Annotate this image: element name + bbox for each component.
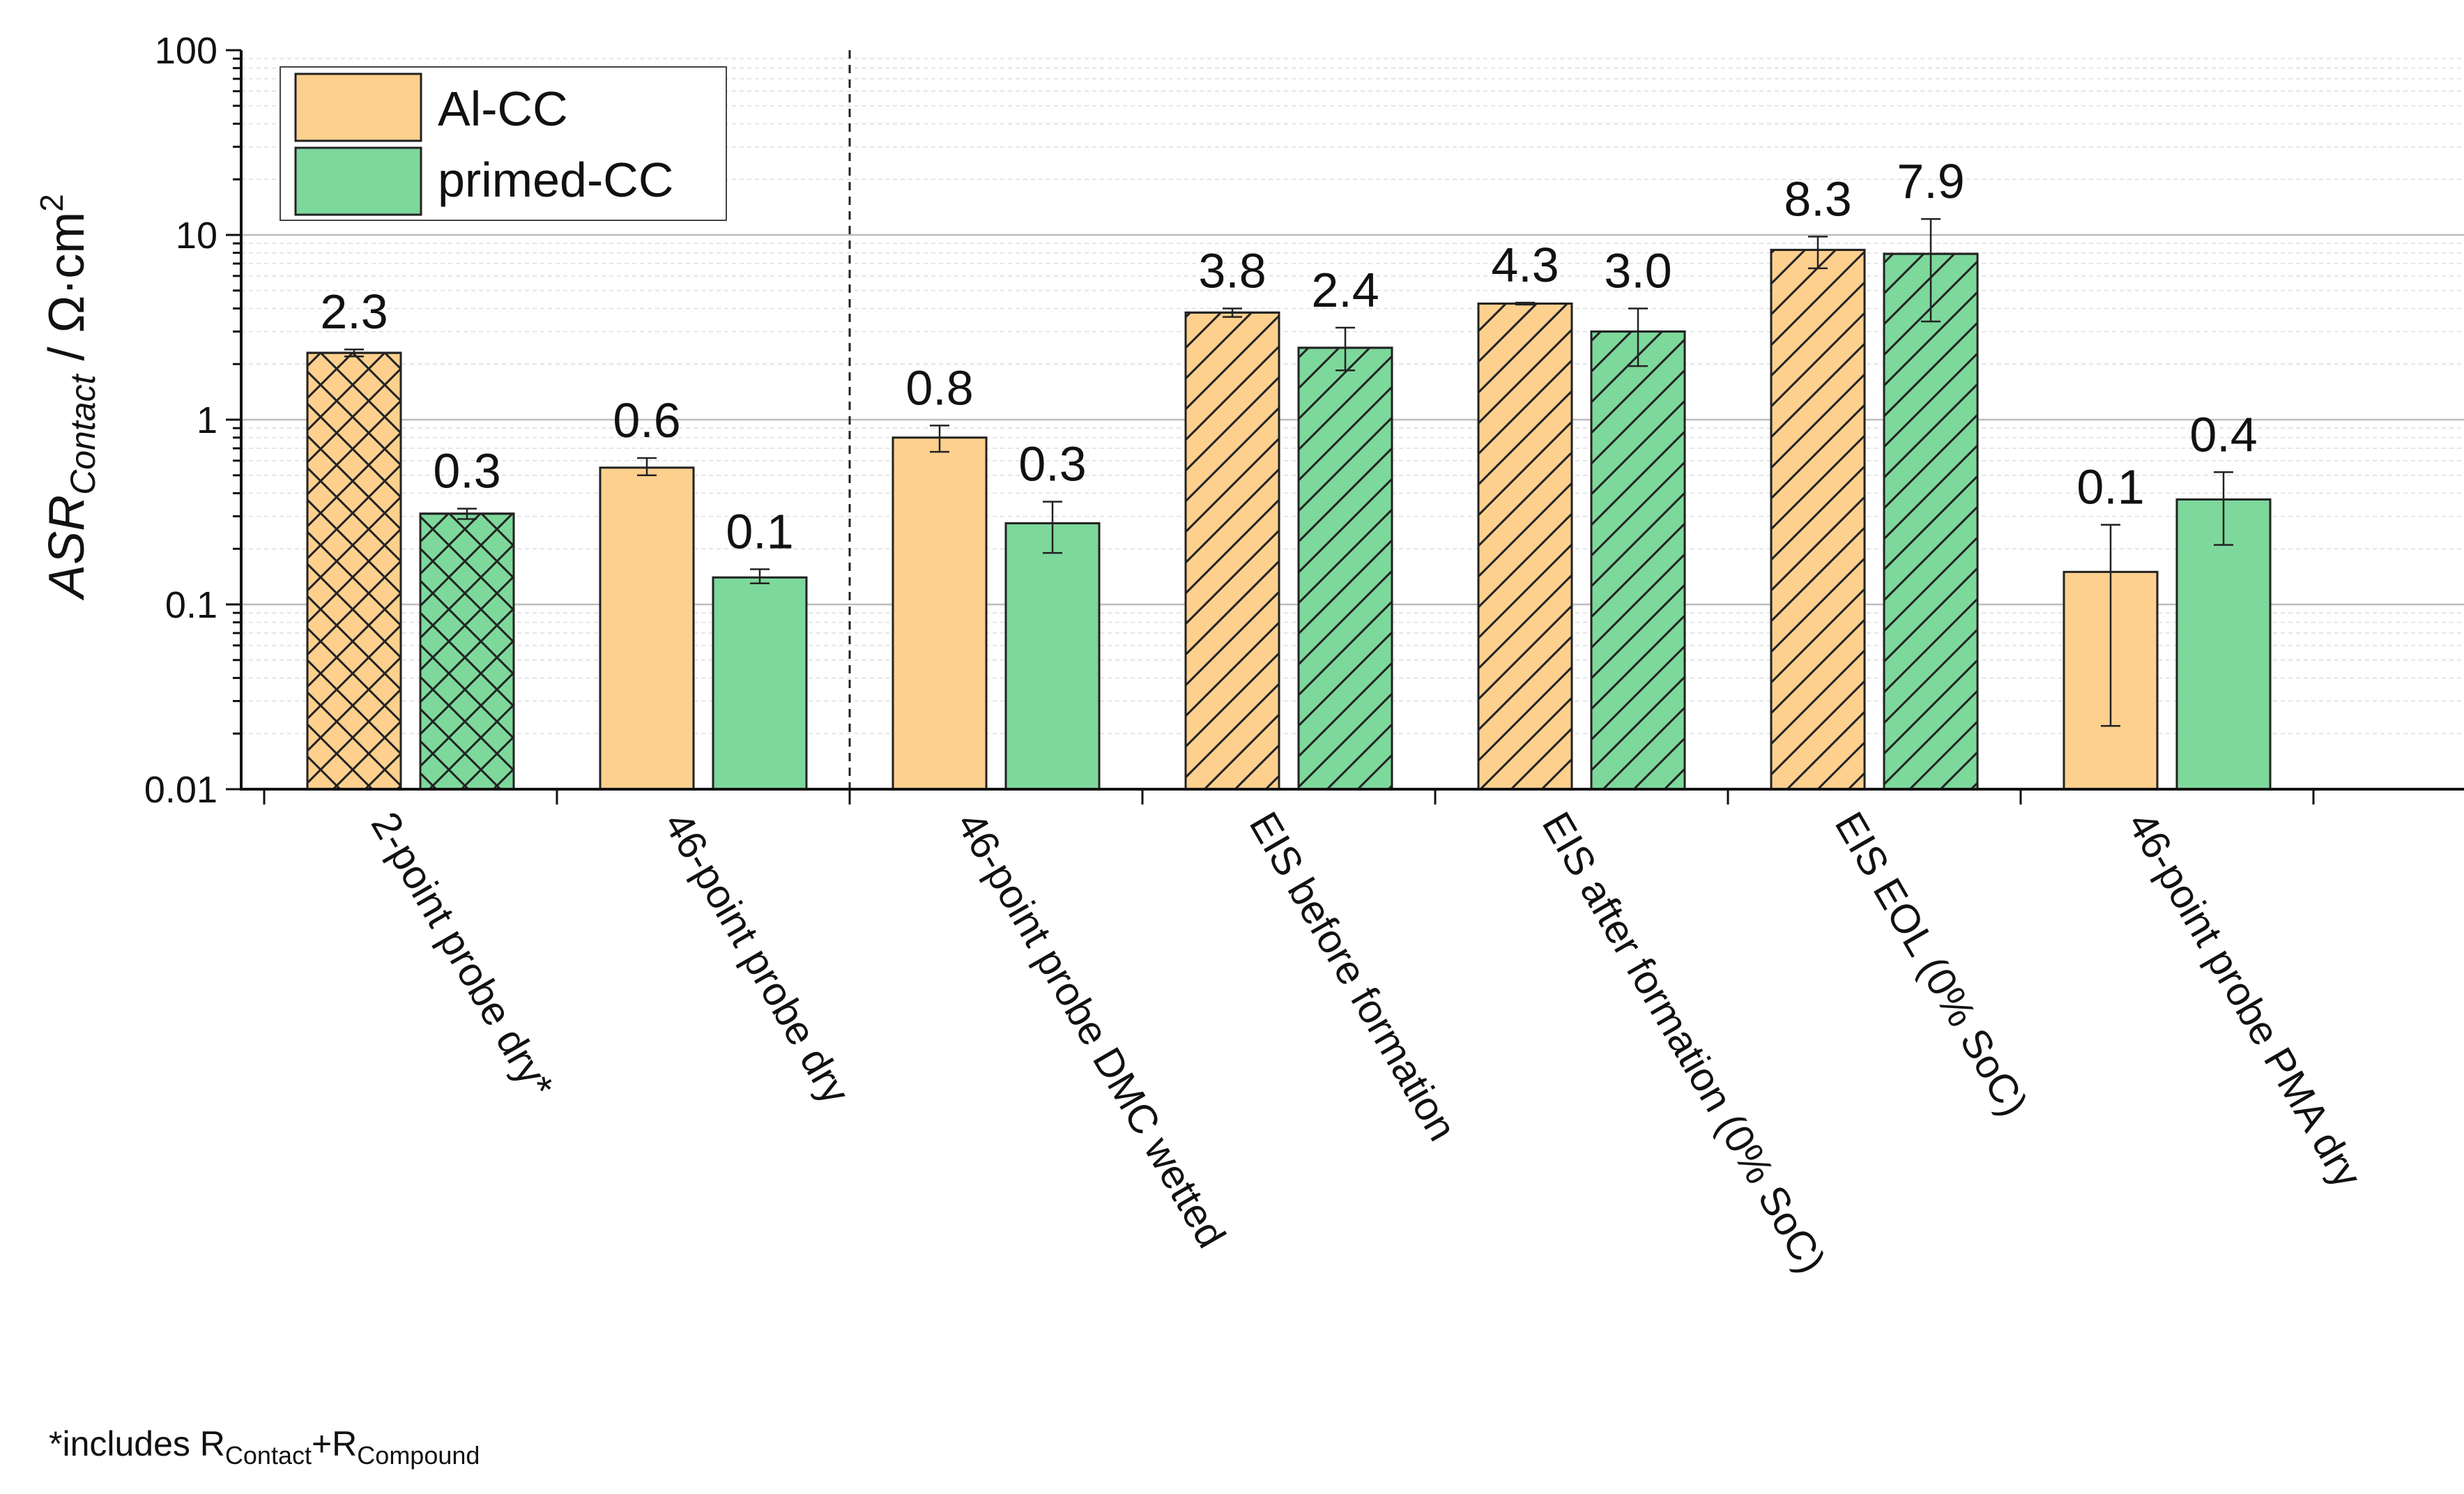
bar-pattern bbox=[1297, 346, 1393, 791]
legend-swatch-primed-cc bbox=[294, 146, 422, 216]
footnote: *includes RContact+RCompound bbox=[49, 1424, 480, 1470]
category-label: EIS before formation bbox=[1241, 805, 1465, 1148]
bars bbox=[306, 248, 2272, 791]
value-label: 0.1 bbox=[726, 505, 793, 559]
category-label: 46-point probe DMC wetted bbox=[948, 805, 1234, 1256]
value-label: 8.3 bbox=[1784, 171, 1851, 226]
category-label: 46-point probe dry bbox=[655, 805, 859, 1111]
bar-pattern bbox=[1770, 248, 1866, 791]
value-label: 0.1 bbox=[2076, 460, 2144, 514]
bar-al-cc bbox=[599, 466, 695, 791]
y-tick-label: 1 bbox=[197, 399, 217, 441]
y-tick-label: 0.01 bbox=[144, 769, 217, 811]
category-label: 2-point probe dry* bbox=[362, 805, 563, 1106]
value-label: 0.8 bbox=[905, 360, 973, 415]
category-label: 46-point probe PMA dry bbox=[2119, 805, 2371, 1195]
y-tick-label: 100 bbox=[155, 30, 217, 72]
value-label: 0.3 bbox=[433, 444, 500, 498]
value-label: 2.4 bbox=[1311, 263, 1379, 317]
legend-swatch-al-cc bbox=[294, 73, 422, 142]
value-label: 4.3 bbox=[1491, 238, 1559, 292]
bar-primed-cc bbox=[2175, 498, 2272, 791]
value-label: 7.9 bbox=[1897, 154, 1964, 208]
legend: Al-CC primed-CC bbox=[280, 66, 727, 221]
value-label: 3.8 bbox=[1198, 243, 1266, 298]
bar-pattern bbox=[1883, 252, 1979, 791]
category-label: EIS EOL (0% SoC) bbox=[1826, 805, 2037, 1124]
error-bars bbox=[344, 218, 2233, 727]
category-label: EIS after formation (0% SoC) bbox=[1533, 805, 1835, 1281]
bar-primed-cc bbox=[1004, 522, 1101, 791]
y-tick-label: 0.1 bbox=[165, 584, 217, 626]
axes bbox=[226, 49, 2464, 805]
bar-pattern bbox=[1477, 302, 1573, 791]
bar-pattern bbox=[1590, 330, 1686, 791]
value-labels: 2.3 0.6 0.8 3.8 4.3 8.3 0.1 0.3 0.1 0.3 2.4 3.0 7.9 0… bbox=[320, 154, 2257, 558]
value-label: 0.3 bbox=[1018, 437, 1086, 491]
legend-label-primed-cc: primed-CC bbox=[438, 153, 673, 207]
y-tick-labels: 0.01 0.1 1 10 100 bbox=[144, 30, 217, 811]
bar-pattern bbox=[306, 351, 402, 791]
value-label: 0.6 bbox=[613, 393, 680, 448]
bar-pattern bbox=[1184, 311, 1280, 791]
value-label: 2.3 bbox=[320, 284, 388, 339]
legend-label-al-cc: Al-CC bbox=[438, 82, 568, 136]
bar-al-cc bbox=[892, 436, 988, 791]
bar-primed-cc bbox=[712, 576, 808, 791]
bar-pattern bbox=[419, 512, 515, 791]
value-label: 3.0 bbox=[1604, 243, 1671, 298]
y-tick-label: 10 bbox=[176, 215, 217, 257]
value-label: 0.4 bbox=[2189, 407, 2257, 462]
category-labels: 2-point probe dry* 46-point probe dry 46-p… bbox=[362, 805, 2371, 1281]
y-axis-title: ASRContact / Ω·cm2 bbox=[33, 194, 102, 601]
